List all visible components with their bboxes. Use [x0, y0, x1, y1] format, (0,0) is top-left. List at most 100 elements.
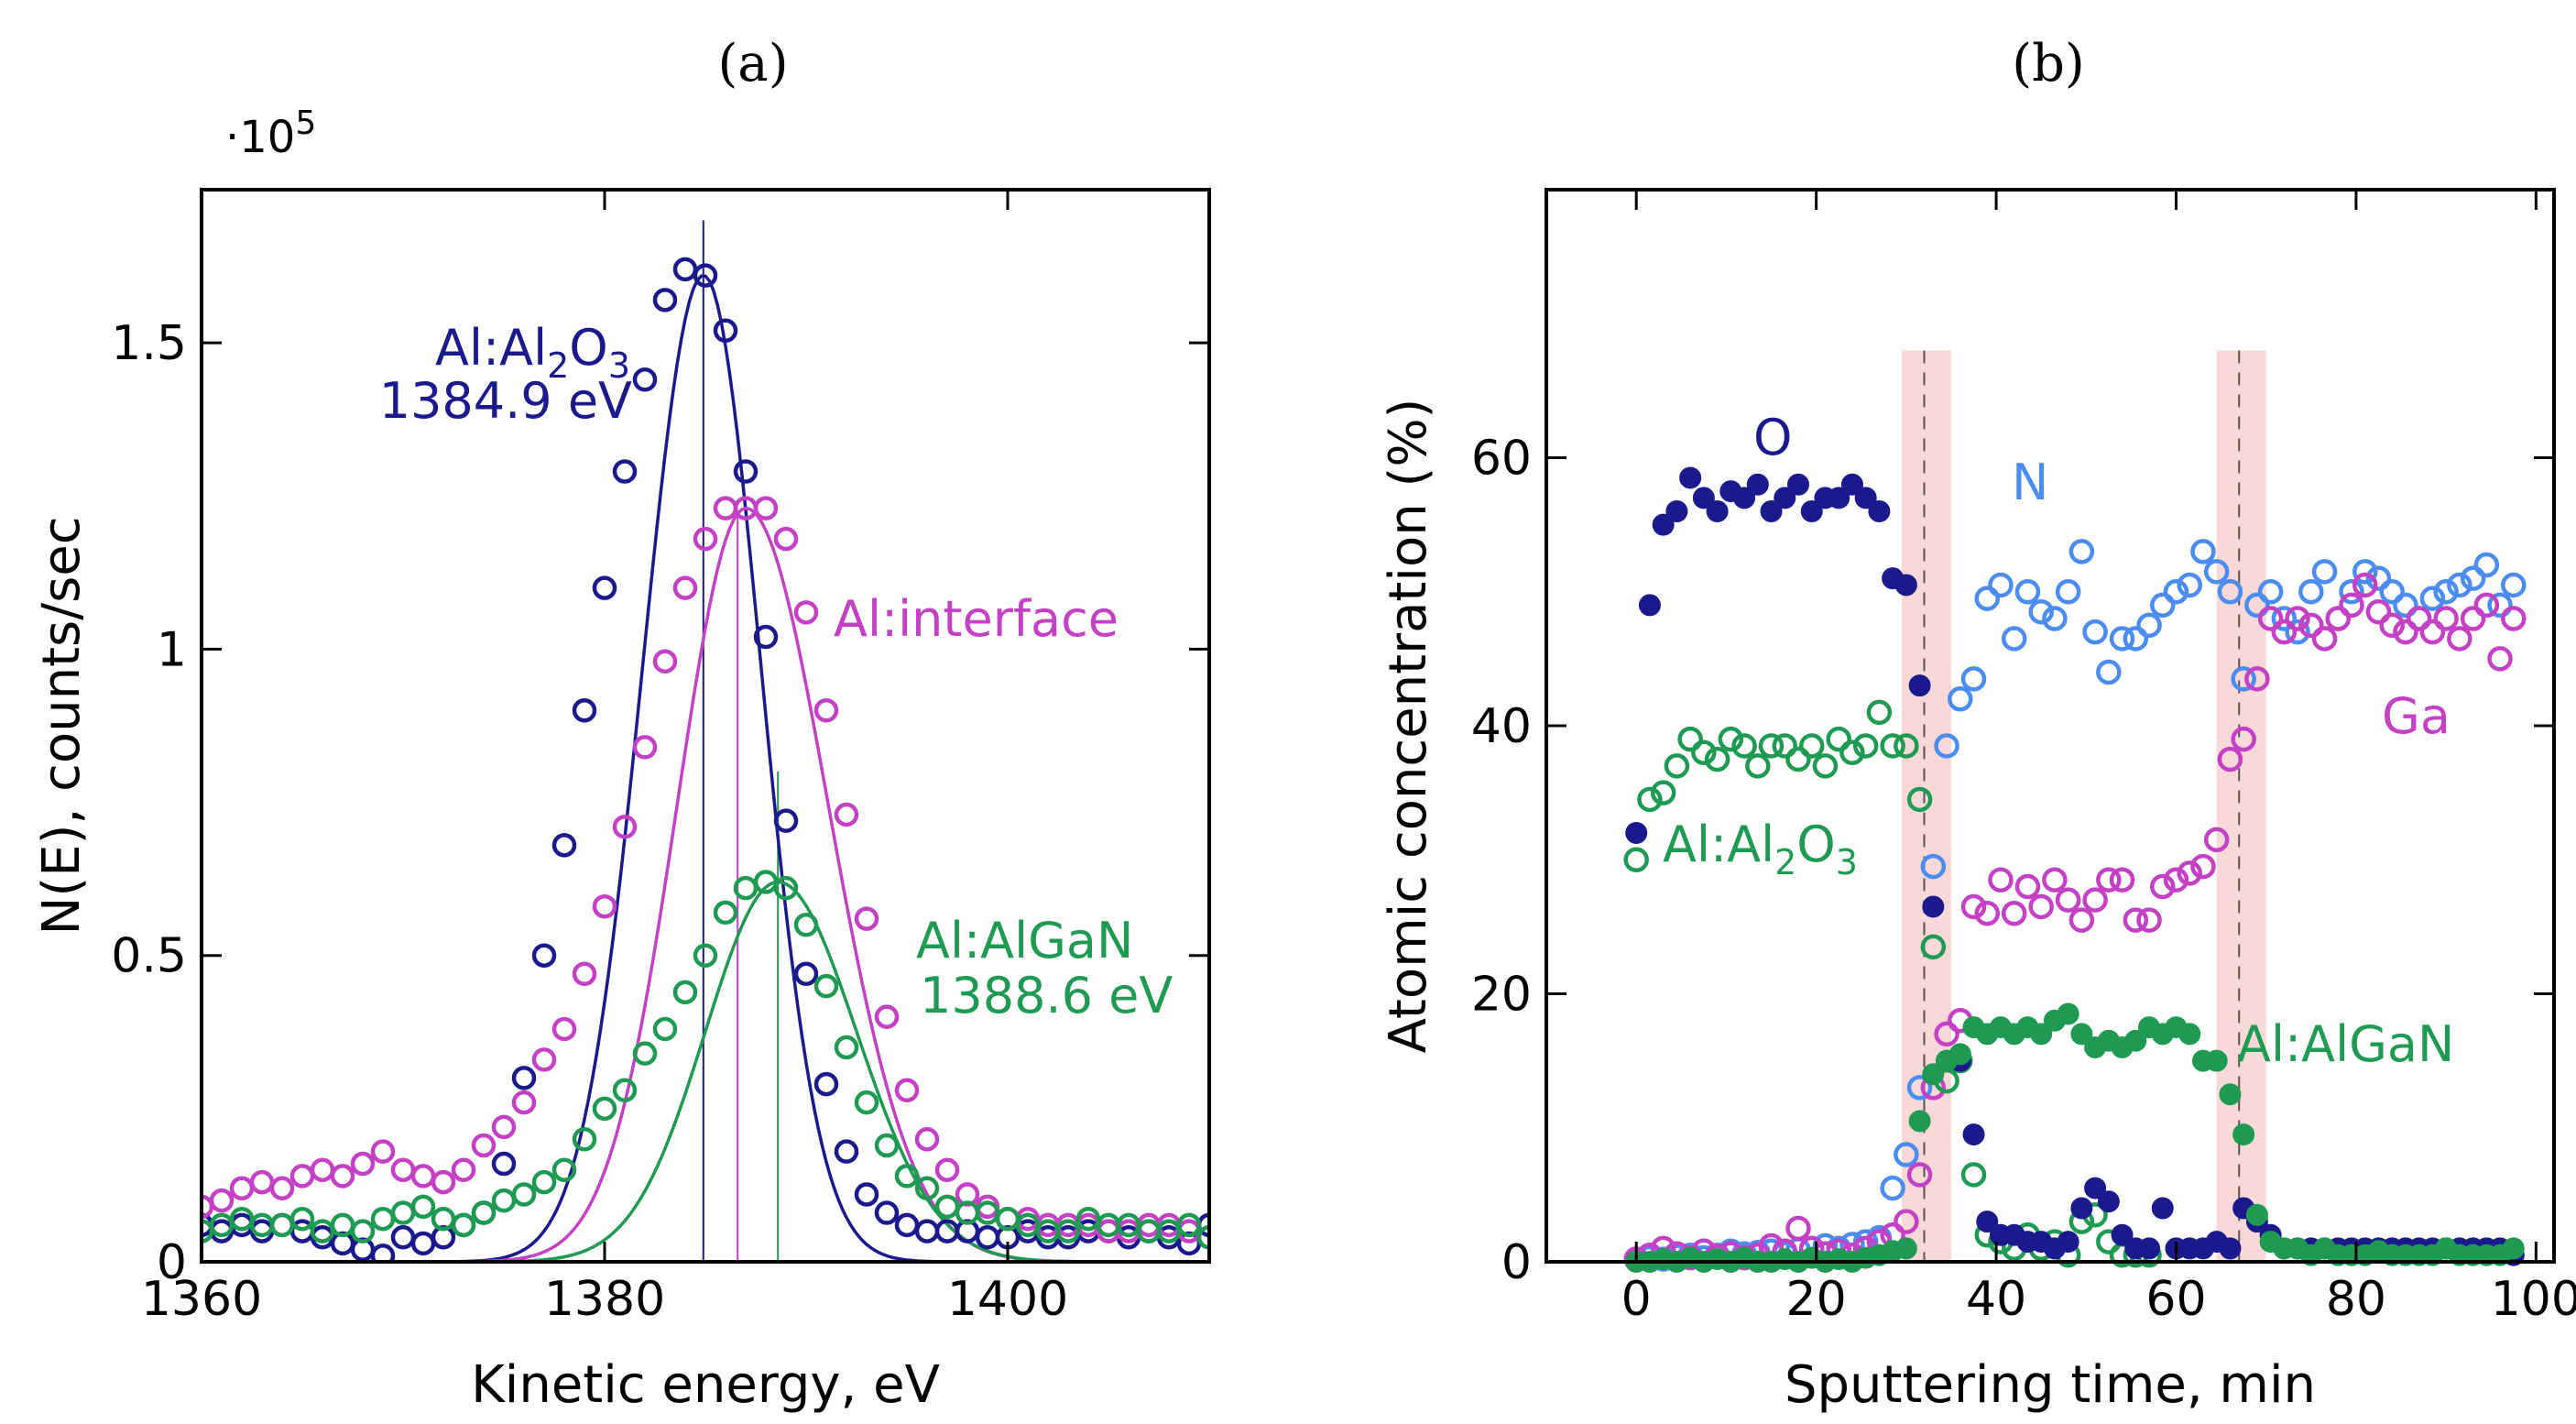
panel-a-y-label: N(E), counts/sec — [32, 516, 92, 935]
point-o — [1854, 487, 1877, 509]
point-al-al2o3 — [1839, 739, 1865, 765]
point-ga — [1974, 901, 2000, 926]
point-al-al2o3 — [531, 943, 557, 968]
point-ga — [2419, 619, 2446, 645]
point-al-interface — [229, 1176, 255, 1201]
label-al-algan-a: Al:AlGaN — [916, 912, 1133, 969]
point-al-algan — [289, 1206, 315, 1232]
point-al-al2o3 — [1852, 733, 1879, 759]
point-o — [1625, 822, 1648, 844]
point-al-al2o3 — [693, 263, 718, 288]
point-n — [2447, 572, 2472, 598]
point-ga — [2487, 646, 2513, 672]
point-al-al2o3 — [854, 1182, 879, 1207]
point-n — [2109, 626, 2135, 652]
point-al-interface — [693, 526, 718, 552]
point-al-algan — [511, 1182, 537, 1207]
label-al-al2o3-energy: 1384.9 eV — [379, 372, 632, 430]
point-ga — [2082, 887, 2108, 913]
panel-a-plot-area — [202, 220, 1209, 1262]
panel-b-x-tick-label: 20 — [1786, 1272, 1847, 1327]
point-al-algan — [531, 1169, 557, 1195]
point-al-interface — [652, 649, 678, 674]
point-n — [1880, 1175, 1905, 1201]
point-al-algan — [713, 900, 738, 926]
point-o — [1760, 500, 1783, 522]
fit-curve-al-al2o3 — [202, 274, 1206, 1262]
point-al-algan — [2245, 1203, 2268, 1226]
point-o — [1746, 473, 1769, 496]
point-al-algan — [1055, 1219, 1081, 1243]
point-n — [2298, 579, 2324, 605]
panel-a-y-tick-label: 0 — [157, 1235, 187, 1290]
point-o — [2057, 1231, 2079, 1254]
point-al-al2o3 — [1785, 746, 1811, 772]
point-o — [1908, 674, 1931, 697]
point-n — [2271, 606, 2298, 631]
label-n: N — [2012, 454, 2048, 511]
point-al-al2o3 — [1758, 733, 1785, 759]
point-al-interface — [269, 1176, 295, 1201]
point-ga — [2501, 606, 2527, 631]
point-al-algan — [451, 1212, 476, 1238]
point-al-algan — [793, 913, 819, 937]
point-al-al2o3 — [1704, 746, 1730, 772]
point-al-algan — [1922, 1063, 1945, 1086]
point-al-algan — [370, 1206, 396, 1232]
point-o — [1840, 473, 1863, 496]
point-ga — [2163, 867, 2189, 893]
point-al-al2o3 — [753, 624, 779, 650]
point-ga — [2311, 626, 2338, 652]
point-al-algan — [1196, 1225, 1209, 1250]
point-o — [1638, 594, 1661, 617]
point-al-interface — [672, 575, 698, 600]
point-al-al2o3 — [773, 808, 799, 833]
point-al-al2o3 — [410, 1231, 436, 1256]
point-ga — [2109, 867, 2135, 893]
point-n — [2311, 559, 2338, 585]
point-al-algan — [572, 1127, 597, 1152]
point-n — [2379, 579, 2405, 605]
point-al-algan — [551, 1157, 577, 1182]
point-n — [2419, 586, 2446, 611]
point-n — [2217, 579, 2243, 605]
panel-b-x-tick-label: 80 — [2326, 1272, 2386, 1327]
point-n — [2203, 559, 2230, 585]
point-al-interface — [491, 1114, 517, 1140]
point-al-al2o3 — [1623, 847, 1649, 872]
point-ga — [2271, 619, 2298, 645]
label-al-interface: Al:interface — [834, 590, 1119, 648]
point-ga — [2406, 606, 2432, 631]
point-ga — [2285, 606, 2310, 631]
point-al-al2o3 — [1745, 753, 1771, 779]
label-al-al2o3-a: Al:Al2O3 — [435, 319, 630, 386]
point-n — [2042, 606, 2068, 631]
point-al-interface — [934, 1157, 960, 1182]
point-al-interface — [874, 1004, 900, 1029]
point-al-algan — [592, 1096, 617, 1122]
point-ga — [2014, 873, 2041, 900]
point-al-al2o3 — [1920, 934, 1947, 960]
panel-a-frame — [200, 188, 1211, 1264]
point-al-al2o3 — [1906, 786, 1933, 813]
point-al-interface — [249, 1169, 275, 1195]
point-n — [2365, 565, 2392, 591]
point-al-algan — [934, 1194, 960, 1220]
point-al-algan — [471, 1200, 497, 1225]
point-al-al2o3 — [370, 1243, 396, 1262]
point-ga — [1894, 1209, 1919, 1234]
point-al-al2o3 — [834, 1139, 859, 1164]
point-ga — [2001, 901, 2027, 926]
point-o — [1692, 487, 1715, 509]
point-al-interface — [350, 1151, 376, 1177]
point-ga — [2433, 606, 2459, 631]
point-al-interface — [572, 961, 597, 987]
point-al-algan — [2124, 1029, 2147, 1052]
point-n — [1974, 586, 2000, 611]
point-ga — [2055, 887, 2081, 913]
point-al-interface — [894, 1078, 920, 1103]
point-ga — [1934, 1021, 1959, 1047]
point-al-al2o3 — [1880, 733, 1905, 759]
point-o — [2097, 1190, 2120, 1213]
panel-b-y-tick-label: 20 — [1471, 968, 1532, 1023]
